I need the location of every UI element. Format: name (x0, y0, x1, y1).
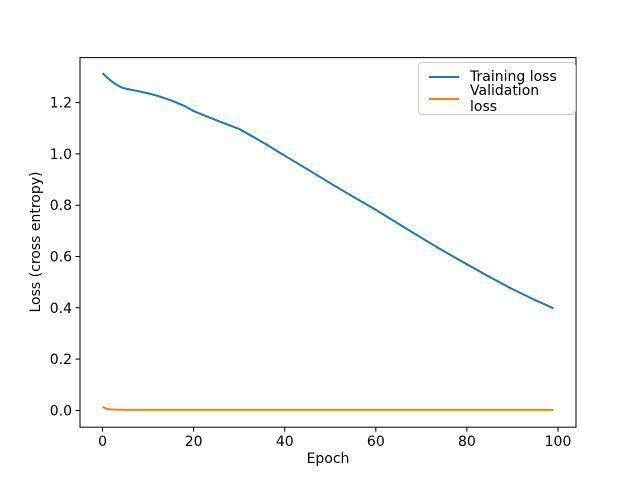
y-tick-label: 0.4 (50, 301, 72, 317)
validation-loss-legend-label: Validation loss (470, 83, 540, 115)
series-line-validation-loss (102, 405, 554, 411)
x-tick-label: 100 (545, 434, 572, 450)
training-loss-legend-label: Training loss (470, 69, 557, 85)
x-tick-label: 80 (458, 434, 476, 450)
y-tick-label: 1.0 (50, 147, 72, 163)
legend: Training loss Validation loss (418, 62, 576, 115)
x-tick-label: 20 (185, 434, 203, 450)
y-tick-label: 0.6 (50, 250, 72, 266)
y-tick-label: 0.0 (50, 403, 72, 419)
x-tick-label: 60 (367, 434, 385, 450)
x-axis-label: Epoch (306, 451, 350, 467)
legend-item-training-loss: Training loss (429, 68, 567, 86)
y-tick-label: 1.2 (50, 96, 72, 112)
y-axis-label: Loss (cross entropy) (28, 171, 44, 313)
x-tick-label: 40 (276, 434, 294, 450)
legend-item-validation-loss: Validation loss (429, 83, 567, 115)
y-tick-label: 0.2 (50, 352, 72, 368)
x-tick-label: 0 (98, 434, 107, 450)
y-tick-label: 0.8 (50, 198, 72, 214)
validation-loss-line-swatch (429, 98, 459, 100)
axes-spines (79, 57, 577, 428)
training-loss-line-swatch (429, 76, 459, 78)
series-line-training-loss (101, 72, 554, 310)
